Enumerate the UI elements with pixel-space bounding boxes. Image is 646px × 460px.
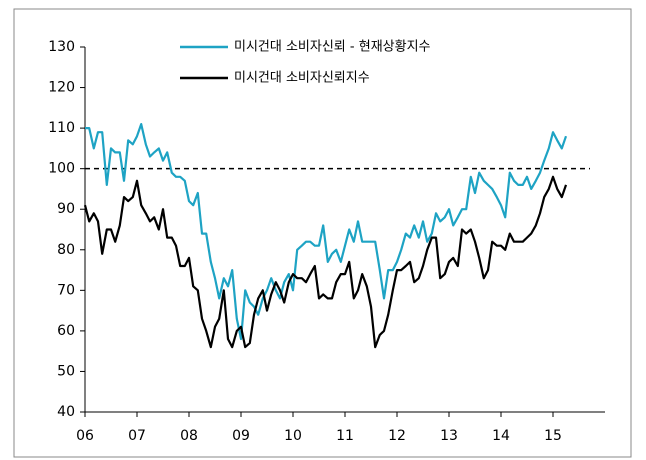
legend-label: 미시건대 소비자신뢰지수 <box>234 71 370 86</box>
x-tick-label: 09 <box>232 428 250 444</box>
series-line <box>85 123 568 341</box>
y-tick-label: 90 <box>57 201 75 217</box>
y-tick-label: 120 <box>48 80 75 96</box>
y-tick-label: 60 <box>57 323 75 339</box>
y-tick-label: 80 <box>57 242 75 258</box>
series-line <box>83 175 568 349</box>
x-tick-label: 12 <box>388 428 406 444</box>
x-tick-label: 15 <box>544 428 562 444</box>
x-tick-label: 06 <box>76 428 94 444</box>
y-tick-label: 70 <box>57 282 75 298</box>
x-tick-label: 08 <box>180 428 198 444</box>
y-tick-label: 50 <box>57 363 75 379</box>
x-tick-label: 13 <box>440 428 458 444</box>
x-tick-label: 07 <box>128 428 146 444</box>
y-tick-label: 110 <box>48 120 75 136</box>
x-tick-label: 10 <box>284 428 302 444</box>
x-tick-label: 11 <box>336 428 354 444</box>
y-tick-label: 40 <box>57 404 75 420</box>
y-tick-label: 130 <box>48 39 75 55</box>
x-tick-label: 14 <box>492 428 510 444</box>
legend-label: 미시건대 소비자신뢰 - 현재상황지수 <box>234 40 431 55</box>
y-tick-label: 100 <box>48 161 75 177</box>
frame <box>13 8 632 458</box>
